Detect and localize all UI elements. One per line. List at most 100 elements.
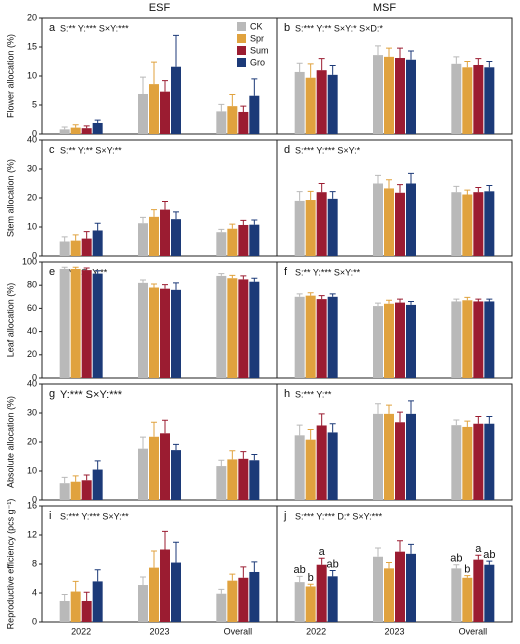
panel-label: a xyxy=(49,22,56,34)
bar xyxy=(216,111,227,134)
bar xyxy=(305,586,316,622)
x-tick-label: 2023 xyxy=(149,626,169,636)
bar xyxy=(373,183,383,256)
bar xyxy=(92,230,103,256)
error-bar xyxy=(329,191,336,199)
bar xyxy=(171,450,181,500)
bar xyxy=(138,93,148,134)
bar xyxy=(305,295,316,378)
bar xyxy=(462,577,473,622)
error-bar xyxy=(397,47,403,59)
y-tick-label: 5 xyxy=(32,99,37,109)
panel-label: e xyxy=(49,266,55,278)
panel-label: d xyxy=(284,144,290,156)
bar xyxy=(160,549,170,622)
error-bar xyxy=(307,190,314,201)
error-bar xyxy=(307,292,314,296)
bar xyxy=(395,551,405,622)
bar xyxy=(384,413,394,500)
error-bar xyxy=(386,299,392,304)
error-bar xyxy=(72,234,79,241)
error-bar xyxy=(151,421,157,437)
error-bar xyxy=(296,424,303,436)
error-bar xyxy=(464,61,471,68)
error-bar xyxy=(251,453,258,461)
bar xyxy=(59,268,70,378)
panel-frame xyxy=(276,261,513,379)
bar xyxy=(473,64,484,134)
error-bar xyxy=(61,476,68,484)
error-bar xyxy=(173,34,179,67)
error-bar xyxy=(307,429,314,440)
bar xyxy=(316,564,327,622)
y-axis-label: Reproductive efficiency (pcs g⁻¹) xyxy=(5,499,15,630)
panel-label: g xyxy=(49,388,55,400)
bar xyxy=(238,458,249,500)
bar xyxy=(395,422,405,500)
error-bar xyxy=(318,58,325,71)
bar xyxy=(138,585,148,622)
bar xyxy=(473,559,484,622)
error-bar xyxy=(94,460,101,470)
bar xyxy=(384,188,394,256)
bar xyxy=(373,413,383,500)
bar xyxy=(81,270,92,378)
error-bar xyxy=(486,560,493,565)
bar xyxy=(249,224,260,256)
error-bar xyxy=(329,293,336,297)
error-bar xyxy=(486,61,493,68)
error-bar xyxy=(140,436,146,449)
error-bar xyxy=(475,187,482,193)
y-tick-label: 0 xyxy=(32,372,37,382)
bar xyxy=(160,91,170,134)
bar xyxy=(462,67,473,134)
error-bar xyxy=(464,420,471,427)
error-bar xyxy=(453,564,460,569)
panel-label: h xyxy=(284,388,290,400)
legend-label: CK xyxy=(250,21,263,31)
error-bar xyxy=(464,575,471,578)
column-title: MSF xyxy=(373,2,397,14)
bar xyxy=(249,460,260,500)
y-tick-label: 20 xyxy=(27,436,37,446)
error-bar xyxy=(229,274,236,279)
error-bar xyxy=(386,47,392,57)
bar xyxy=(473,423,484,500)
panel-label: c xyxy=(49,144,55,156)
panel-frame xyxy=(276,139,513,257)
legend-label: Sum xyxy=(250,45,269,55)
bar xyxy=(451,63,462,134)
bar xyxy=(59,129,70,134)
bar xyxy=(70,591,81,622)
stats-annotation: S:** Y:** S×Y:** xyxy=(60,145,122,155)
error-bar xyxy=(94,119,101,123)
bar xyxy=(138,448,148,500)
error-bar xyxy=(408,172,414,184)
bar xyxy=(316,70,327,134)
error-bar xyxy=(83,474,90,481)
error-bar xyxy=(218,228,225,233)
error-bar xyxy=(140,279,146,283)
bar xyxy=(484,67,495,134)
bar xyxy=(316,425,327,500)
legend-swatch xyxy=(237,46,246,55)
bar xyxy=(149,216,159,256)
error-bar xyxy=(94,569,101,582)
bar xyxy=(294,200,305,256)
error-bar xyxy=(453,419,460,426)
bar xyxy=(92,469,103,500)
error-bar xyxy=(307,63,314,78)
error-bar xyxy=(375,547,381,557)
error-bar xyxy=(72,124,79,128)
x-tick-label: Overall xyxy=(224,626,253,636)
bar xyxy=(473,192,484,256)
bar xyxy=(484,301,495,378)
error-bar xyxy=(408,50,414,60)
error-bar xyxy=(318,413,325,426)
bar xyxy=(484,564,495,622)
legend-swatch xyxy=(237,22,246,31)
bar xyxy=(451,425,462,500)
x-tick-label: Overall xyxy=(459,626,488,636)
error-bar xyxy=(397,540,403,552)
bar xyxy=(70,481,81,500)
